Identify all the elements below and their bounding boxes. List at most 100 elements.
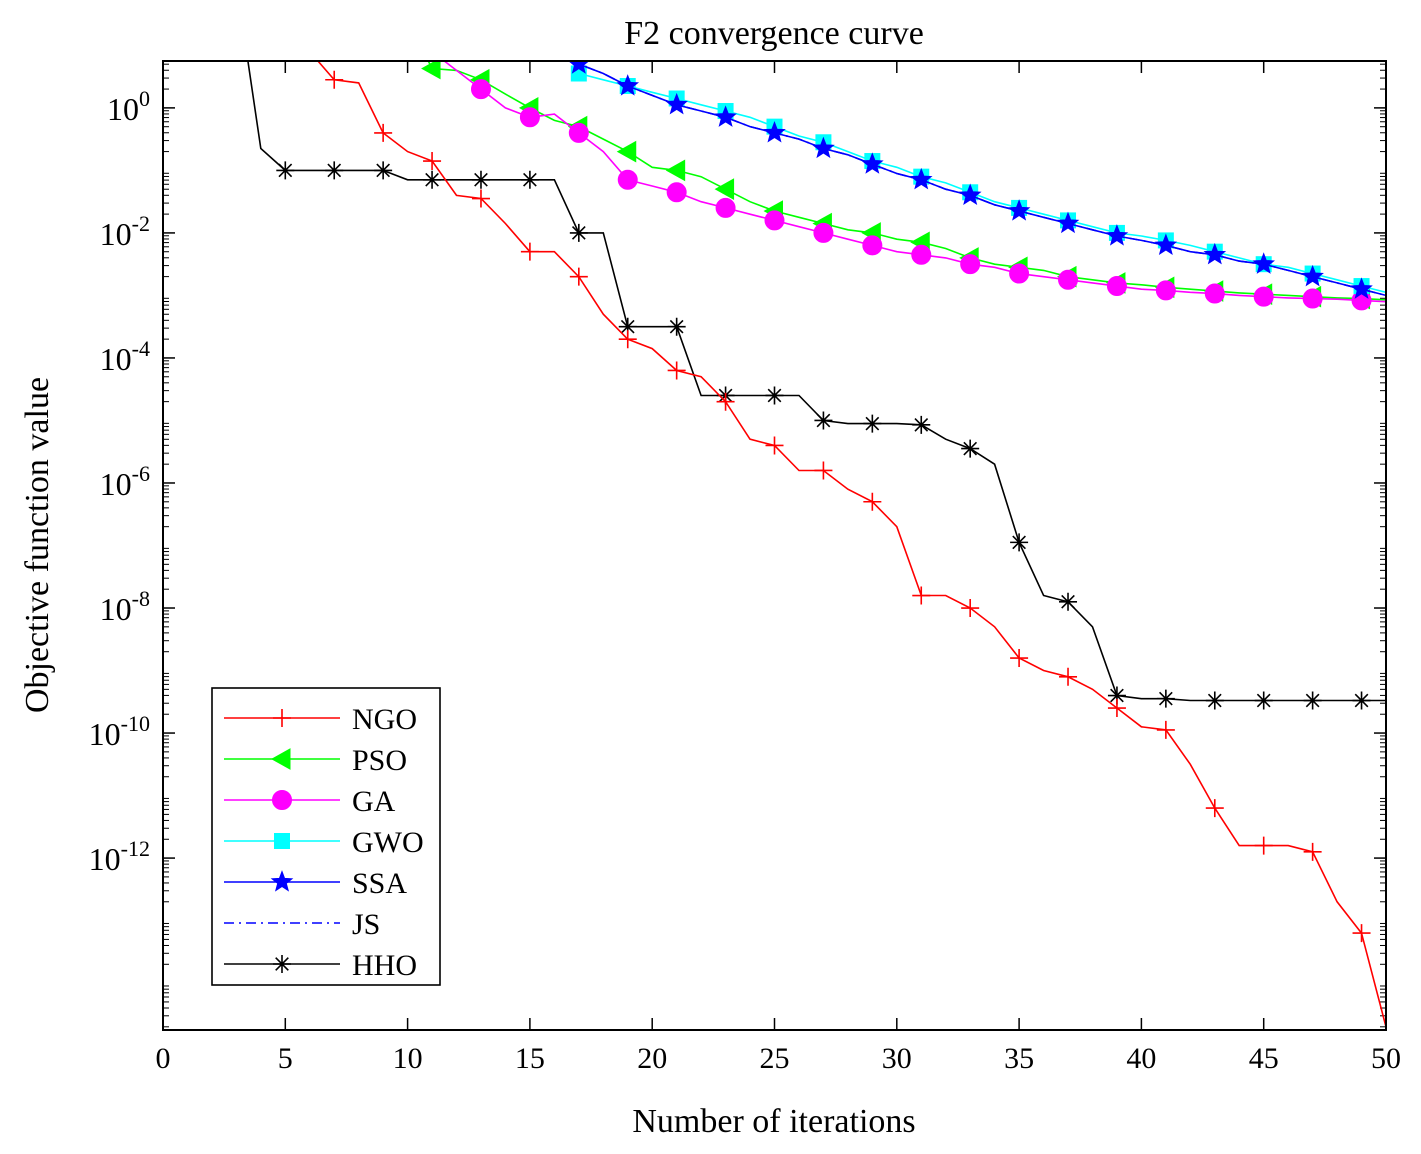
data-point	[812, 136, 835, 159]
data-point	[1059, 667, 1078, 686]
y-tick-base: 10	[89, 716, 121, 752]
x-tick-label: 30	[882, 1042, 912, 1075]
data-point	[1205, 691, 1224, 710]
data-point	[961, 599, 980, 618]
x-tick-label: 25	[760, 1042, 790, 1075]
data-point	[423, 170, 442, 189]
data-point	[1010, 533, 1029, 552]
data-point	[325, 70, 344, 89]
data-point	[471, 189, 490, 208]
legend-item-pso: PSO	[224, 744, 407, 777]
data-point	[814, 411, 833, 430]
data-point	[471, 170, 490, 189]
y-tick-exponent: -6	[132, 461, 150, 486]
data-point	[912, 586, 931, 605]
axes: 0 5 10 15 20 25 30 35 40 45 5010010-210-410-610-81…	[89, 61, 1401, 1075]
data-point	[1105, 224, 1129, 246]
data-point	[1301, 264, 1324, 287]
data-point	[909, 167, 933, 190]
data-point	[714, 105, 737, 127]
data-point	[276, 161, 295, 180]
data-point	[325, 161, 344, 180]
series-ssa	[568, 61, 1386, 299]
x-tick-label: 35	[1004, 1042, 1034, 1075]
data-point	[618, 330, 637, 349]
y-tick-base: 10	[100, 591, 132, 627]
data-point	[273, 955, 291, 973]
legend-item-ssa: SSA	[224, 867, 407, 900]
data-point	[1204, 283, 1225, 304]
legend: NGO PSO GA GWO SSA JS HHO	[211, 687, 441, 986]
y-tick-exponent: 0	[139, 86, 150, 111]
y-tick-label: 10-12	[89, 836, 150, 877]
data-point	[1203, 242, 1227, 265]
data-point	[863, 414, 882, 433]
y-tick-exponent: -12	[121, 836, 150, 861]
data-point	[1155, 280, 1176, 301]
data-point	[1253, 286, 1274, 307]
data-point	[1010, 649, 1029, 668]
data-point	[568, 122, 589, 143]
data-point	[958, 183, 982, 206]
data-point	[715, 197, 736, 218]
data-point	[912, 415, 931, 434]
data-point	[667, 361, 686, 380]
series-line-ga	[442, 61, 1386, 303]
series-line-pso	[427, 61, 1386, 301]
data-point	[273, 709, 291, 727]
data-point	[1007, 199, 1031, 221]
data-point	[470, 79, 491, 100]
plot-frame	[162, 60, 1387, 1031]
series-ngo	[316, 61, 1386, 1028]
data-point	[1352, 924, 1371, 943]
y-tick-exponent: -10	[121, 711, 150, 736]
y-tick-exponent: -8	[132, 586, 150, 611]
data-point	[519, 107, 540, 128]
data-point	[911, 244, 932, 265]
data-point	[520, 242, 539, 261]
data-point	[270, 748, 291, 770]
legend-label: PSO	[352, 744, 407, 777]
legend-item-ga: GA	[224, 785, 396, 818]
data-point	[1350, 277, 1373, 299]
data-point	[1252, 252, 1276, 274]
data-point	[616, 74, 640, 96]
series-line-ssa	[575, 61, 1386, 297]
legend-label: JS	[352, 908, 380, 941]
data-point	[1302, 288, 1323, 309]
x-tick-label: 40	[1126, 1042, 1156, 1075]
data-point	[863, 492, 882, 511]
data-point	[374, 123, 393, 142]
data-point	[1058, 269, 1079, 290]
y-tick-exponent: -2	[132, 211, 150, 236]
y-tick-base: 10	[100, 466, 132, 502]
data-point	[1106, 276, 1127, 297]
data-point	[665, 159, 686, 182]
data-point	[716, 392, 735, 411]
x-tick-label: 20	[637, 1042, 667, 1075]
data-point	[1009, 263, 1030, 284]
y-tick-label: 10-8	[100, 586, 150, 627]
y-tick-label: 10-4	[100, 336, 150, 377]
chart-title: F2 convergence curve	[624, 15, 924, 52]
data-point	[274, 833, 290, 849]
y-tick-base: 10	[107, 91, 139, 127]
y-tick-label: 100	[107, 86, 150, 127]
series-ga	[428, 61, 1386, 311]
legend-label: HHO	[352, 949, 417, 982]
data-point	[1303, 842, 1322, 861]
series-lines	[247, 61, 1386, 1028]
data-point	[1254, 836, 1273, 855]
data-point	[374, 161, 393, 180]
data-point	[1303, 691, 1322, 710]
data-point	[569, 223, 588, 242]
x-tick-label: 5	[278, 1042, 293, 1075]
data-point	[1205, 799, 1224, 818]
data-point	[1107, 686, 1126, 705]
data-point	[270, 870, 294, 892]
data-point	[423, 152, 442, 171]
y-tick-base: 10	[89, 841, 121, 877]
data-point	[960, 254, 981, 275]
data-point	[617, 169, 638, 190]
